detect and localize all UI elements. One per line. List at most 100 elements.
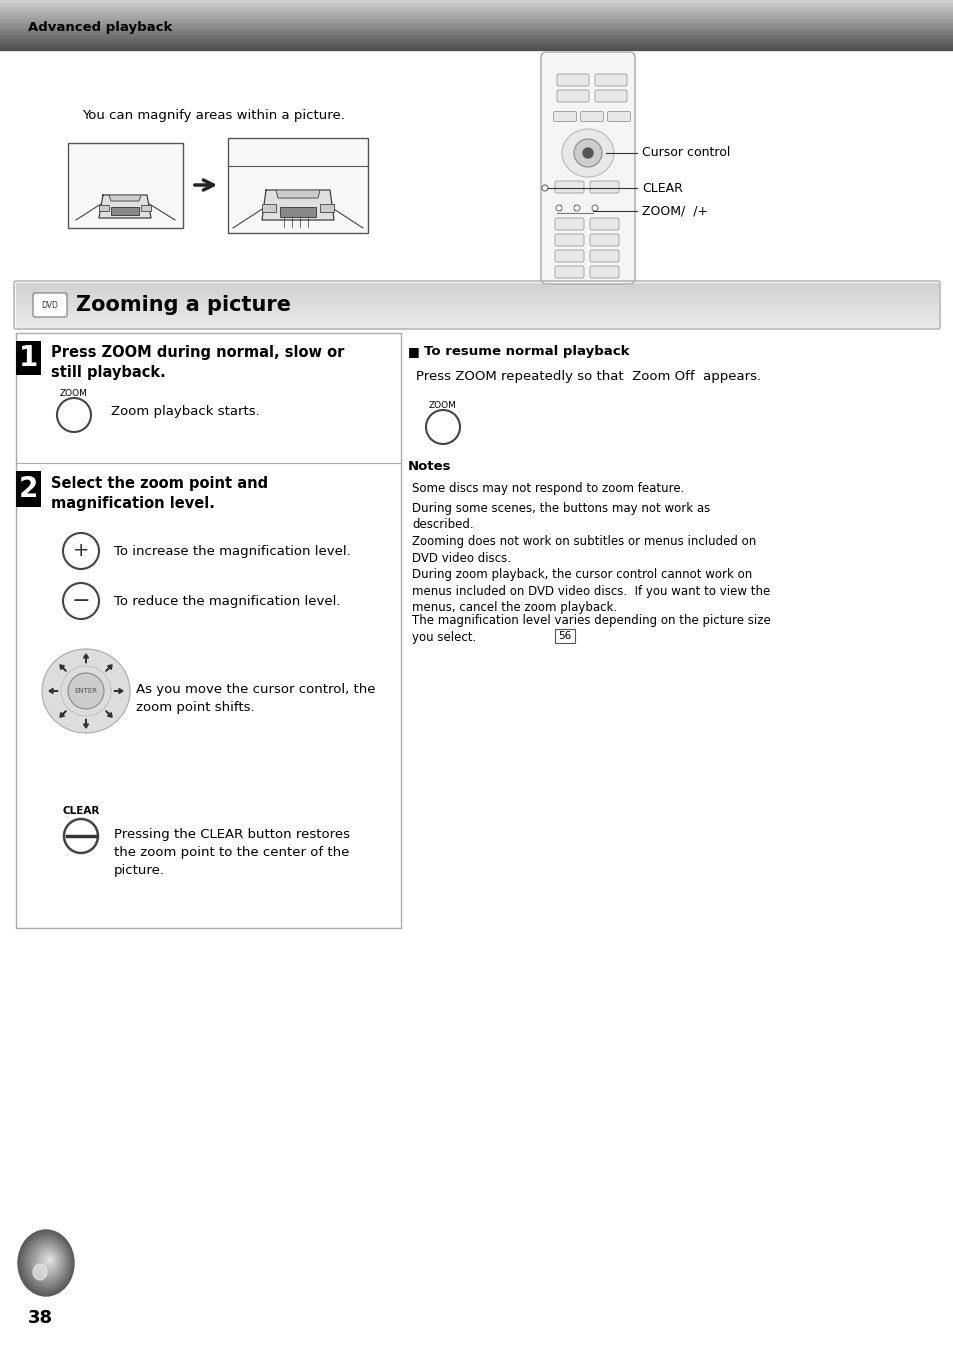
Circle shape xyxy=(556,205,561,212)
Ellipse shape xyxy=(25,1236,70,1289)
Text: 38: 38 xyxy=(28,1309,53,1326)
Ellipse shape xyxy=(18,1229,74,1295)
Ellipse shape xyxy=(33,1264,47,1281)
Text: Zoom playback starts.: Zoom playback starts. xyxy=(111,404,259,418)
Bar xyxy=(111,208,139,214)
Bar xyxy=(16,317,937,318)
Circle shape xyxy=(592,205,598,212)
Text: As you move the cursor control, the
zoom point shifts.: As you move the cursor control, the zoom… xyxy=(136,683,375,714)
Circle shape xyxy=(574,139,601,167)
Ellipse shape xyxy=(34,1246,62,1278)
Bar xyxy=(16,307,937,310)
Text: +: + xyxy=(72,542,90,561)
FancyBboxPatch shape xyxy=(589,218,618,231)
Circle shape xyxy=(582,148,593,158)
Text: Zooming does not work on subtitles or menus included on
DVD video discs.: Zooming does not work on subtitles or me… xyxy=(412,535,756,565)
FancyBboxPatch shape xyxy=(595,90,626,102)
Bar xyxy=(16,319,937,321)
Bar xyxy=(16,313,937,314)
Bar xyxy=(16,283,937,284)
Bar xyxy=(16,311,937,313)
Bar xyxy=(16,295,937,297)
FancyBboxPatch shape xyxy=(607,112,630,121)
Ellipse shape xyxy=(31,1243,64,1281)
Text: To resume normal playback: To resume normal playback xyxy=(423,345,629,359)
Ellipse shape xyxy=(21,1233,71,1293)
Bar xyxy=(16,306,937,307)
Polygon shape xyxy=(99,195,151,218)
Text: Press ZOOM during normal, slow or
still playback.: Press ZOOM during normal, slow or still … xyxy=(51,345,344,380)
FancyArrow shape xyxy=(106,710,112,717)
Bar xyxy=(68,143,183,228)
Bar xyxy=(228,137,368,233)
Text: 1: 1 xyxy=(19,344,38,372)
FancyBboxPatch shape xyxy=(589,249,618,262)
FancyBboxPatch shape xyxy=(553,112,576,121)
Text: Some discs may not respond to zoom feature.: Some discs may not respond to zoom featu… xyxy=(412,483,683,495)
Bar xyxy=(16,294,937,295)
Ellipse shape xyxy=(19,1231,73,1295)
Text: ZOOM: ZOOM xyxy=(60,388,88,398)
Bar xyxy=(16,291,937,294)
Ellipse shape xyxy=(37,1248,59,1274)
Text: Zooming a picture: Zooming a picture xyxy=(76,295,291,315)
Ellipse shape xyxy=(46,1256,53,1264)
Bar xyxy=(16,333,400,927)
Ellipse shape xyxy=(30,1242,65,1283)
FancyArrow shape xyxy=(106,665,112,671)
Bar xyxy=(16,470,41,507)
FancyBboxPatch shape xyxy=(555,266,583,278)
Text: Advanced playback: Advanced playback xyxy=(28,22,172,35)
Ellipse shape xyxy=(28,1239,67,1285)
Bar xyxy=(16,341,41,375)
Polygon shape xyxy=(275,190,319,198)
Ellipse shape xyxy=(44,1254,54,1267)
Text: −: − xyxy=(71,590,91,611)
Bar xyxy=(16,324,937,325)
Ellipse shape xyxy=(35,1246,61,1277)
Text: To increase the magnification level.: To increase the magnification level. xyxy=(113,545,351,558)
FancyArrow shape xyxy=(60,665,66,671)
Text: Cursor control: Cursor control xyxy=(641,147,730,159)
Bar xyxy=(16,290,937,291)
Bar xyxy=(16,318,937,319)
Bar xyxy=(16,288,937,290)
FancyBboxPatch shape xyxy=(589,235,618,245)
Circle shape xyxy=(68,673,104,709)
FancyBboxPatch shape xyxy=(555,630,575,643)
Ellipse shape xyxy=(561,129,614,177)
Ellipse shape xyxy=(42,648,130,733)
Bar xyxy=(16,284,937,286)
Bar xyxy=(16,310,937,311)
Text: You can magnify areas within a picture.: You can magnify areas within a picture. xyxy=(82,108,345,121)
Bar xyxy=(16,298,937,299)
Ellipse shape xyxy=(45,1255,54,1266)
Text: Select the zoom point and
magnification level.: Select the zoom point and magnification … xyxy=(51,476,268,511)
FancyBboxPatch shape xyxy=(595,74,626,86)
Text: 2: 2 xyxy=(19,474,38,503)
Bar xyxy=(99,205,109,212)
Bar xyxy=(16,303,937,305)
Text: The magnification level varies depending on the picture size
you select.: The magnification level varies depending… xyxy=(412,613,770,643)
Bar xyxy=(16,302,937,303)
Ellipse shape xyxy=(48,1258,51,1262)
Ellipse shape xyxy=(33,1244,63,1279)
Circle shape xyxy=(541,185,547,191)
FancyBboxPatch shape xyxy=(555,218,583,231)
Circle shape xyxy=(574,205,579,212)
Bar xyxy=(280,208,315,217)
Ellipse shape xyxy=(20,1232,72,1294)
Ellipse shape xyxy=(39,1250,58,1273)
Text: ZOOM: ZOOM xyxy=(429,400,456,410)
Bar xyxy=(16,315,937,317)
Text: ■: ■ xyxy=(408,345,419,359)
FancyBboxPatch shape xyxy=(555,181,583,193)
Ellipse shape xyxy=(40,1251,57,1271)
FancyArrow shape xyxy=(60,710,66,717)
FancyArrow shape xyxy=(84,718,89,728)
FancyArrow shape xyxy=(84,654,89,663)
Ellipse shape xyxy=(30,1242,65,1282)
Bar xyxy=(262,204,275,212)
Bar xyxy=(16,297,937,298)
Text: CLEAR: CLEAR xyxy=(62,806,99,816)
